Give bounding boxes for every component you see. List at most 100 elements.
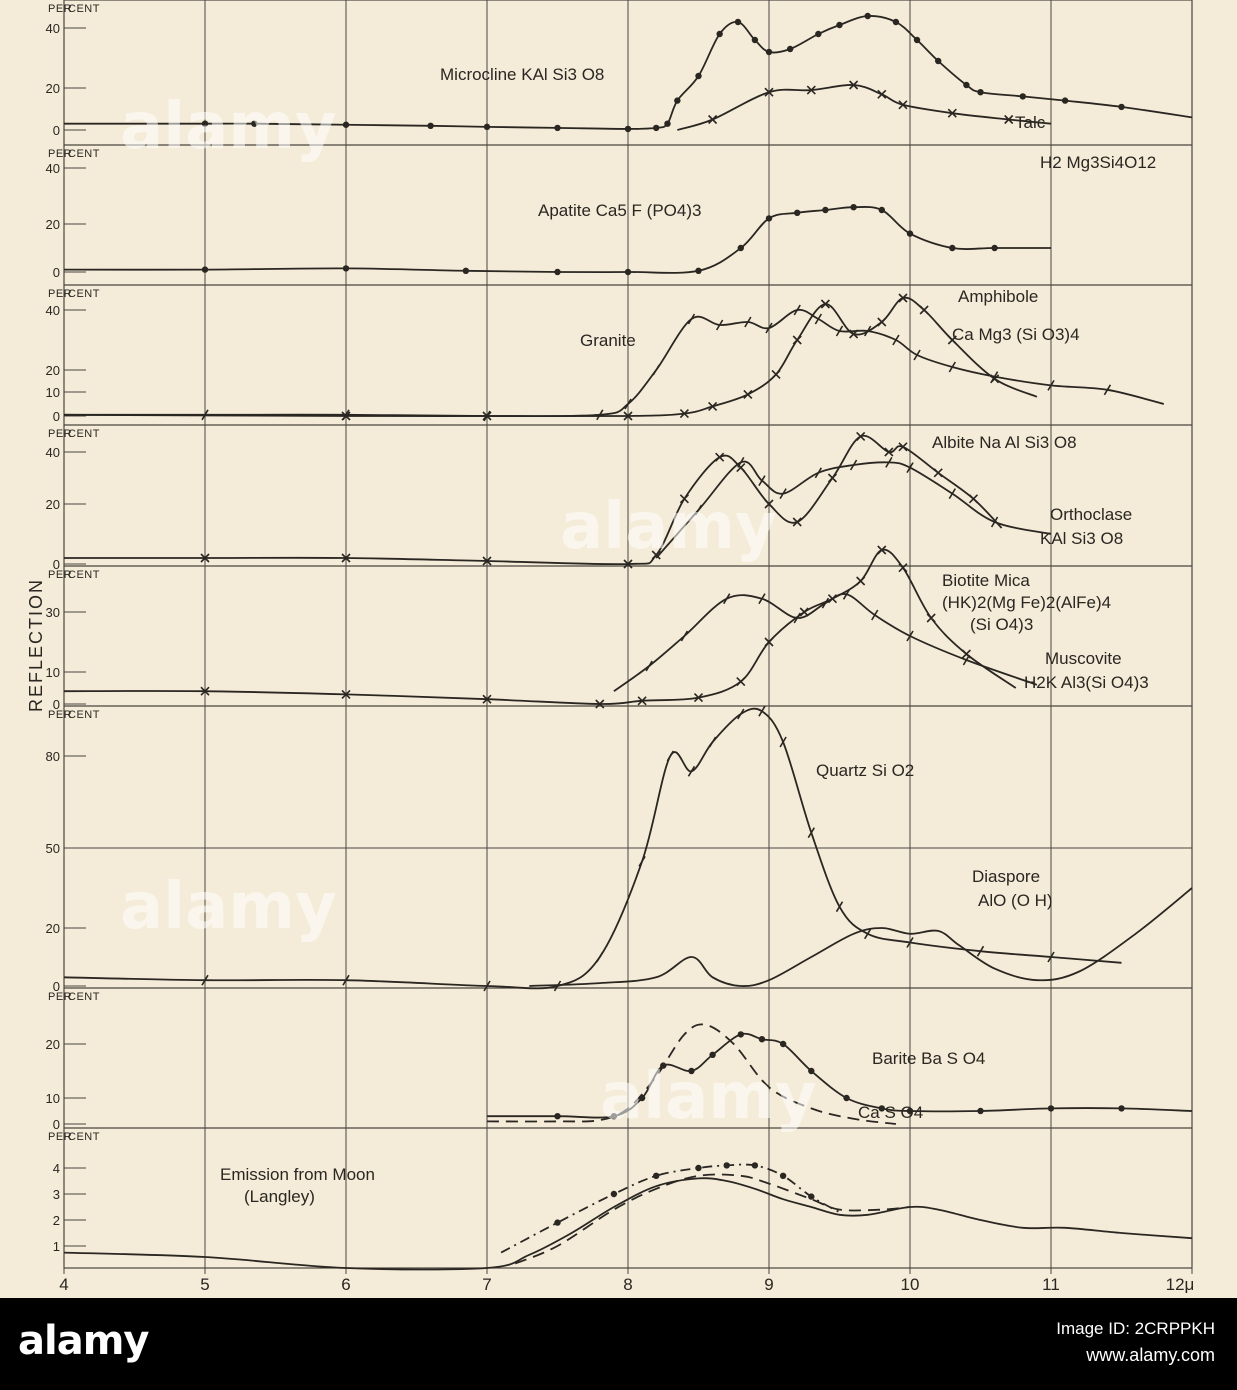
data-point bbox=[695, 72, 702, 80]
data-point bbox=[651, 550, 661, 560]
data-point bbox=[850, 204, 857, 211]
data-point bbox=[653, 124, 660, 132]
x-tick-label: 9 bbox=[764, 1275, 773, 1294]
curve-label: H2 Mg3Si4O12 bbox=[1040, 153, 1156, 172]
unit-label: PER bbox=[48, 428, 72, 440]
y-tick-label: 30 bbox=[46, 605, 60, 620]
unit-label: CENT bbox=[68, 428, 100, 440]
y-tick-label: 40 bbox=[46, 303, 60, 318]
y-tick-label: 20 bbox=[46, 497, 60, 512]
x-tick-label: 5 bbox=[200, 1275, 209, 1294]
y-tick-label: 2 bbox=[53, 1213, 60, 1228]
unit-label: PER bbox=[48, 991, 72, 1003]
data-point bbox=[687, 765, 696, 777]
curve-label: Apatite Ca5 F (PO4)3 bbox=[538, 201, 701, 220]
curve-label: Barite Ba S O4 bbox=[872, 1049, 985, 1068]
y-tick-label: 40 bbox=[46, 161, 60, 176]
data-point bbox=[849, 459, 858, 471]
unit-label: CENT bbox=[68, 569, 100, 581]
series-line bbox=[613, 593, 1038, 692]
data-point bbox=[623, 559, 633, 569]
curve-label: Emission from Moon bbox=[220, 1165, 375, 1184]
data-point bbox=[758, 1036, 766, 1043]
data-point bbox=[596, 409, 604, 421]
series-line bbox=[655, 460, 1052, 559]
curve-label: Quartz Si O2 bbox=[816, 761, 914, 780]
data-point bbox=[341, 411, 351, 421]
data-point bbox=[933, 468, 943, 478]
data-point bbox=[744, 316, 752, 328]
y-tick-label: 10 bbox=[46, 385, 60, 400]
data-point bbox=[624, 125, 632, 133]
data-point bbox=[885, 456, 893, 468]
data-point bbox=[892, 334, 900, 346]
watermark-info: Image ID: 2CRPPKH www.alamy.com bbox=[720, 1316, 1215, 1368]
data-point bbox=[977, 1107, 984, 1115]
data-point bbox=[482, 411, 492, 421]
data-point bbox=[827, 473, 838, 483]
data-point bbox=[1118, 1105, 1125, 1112]
data-point bbox=[715, 319, 724, 331]
data-point bbox=[906, 630, 914, 642]
data-point bbox=[743, 389, 753, 399]
curve-label: Diaspore bbox=[972, 867, 1040, 886]
series-line bbox=[677, 84, 1052, 131]
data-point bbox=[758, 593, 766, 605]
x-tick-label: 10 bbox=[901, 1275, 920, 1294]
data-point bbox=[977, 89, 984, 96]
y-tick-label: 0 bbox=[53, 265, 60, 280]
data-point bbox=[554, 1113, 561, 1120]
data-point bbox=[693, 693, 704, 703]
data-point bbox=[716, 30, 723, 38]
y-tick-label: 20 bbox=[46, 81, 60, 96]
data-point bbox=[610, 1113, 618, 1120]
data-point bbox=[483, 123, 491, 131]
data-point bbox=[708, 736, 717, 748]
data-point bbox=[906, 1107, 914, 1115]
data-point bbox=[764, 637, 774, 647]
x-tick-label: 4 bbox=[59, 1275, 68, 1294]
data-point bbox=[200, 553, 210, 563]
y-tick-label: 0 bbox=[53, 557, 60, 572]
data-point bbox=[342, 265, 350, 272]
curve-label: KAl Si3 O8 bbox=[1040, 529, 1123, 548]
data-point bbox=[715, 452, 725, 462]
y-tick-label: 0 bbox=[53, 123, 60, 138]
data-point bbox=[871, 609, 879, 621]
y-tick-label: 80 bbox=[46, 749, 60, 764]
data-point bbox=[1103, 384, 1112, 396]
data-point bbox=[751, 36, 759, 44]
data-point bbox=[771, 369, 781, 379]
data-point bbox=[807, 827, 815, 839]
data-point bbox=[926, 613, 936, 623]
data-point bbox=[482, 694, 492, 704]
data-point bbox=[820, 299, 830, 309]
data-point bbox=[554, 1219, 561, 1226]
curve-label: Microcline KAl Si3 O8 bbox=[440, 65, 604, 84]
data-point bbox=[898, 563, 908, 573]
curve-label: Ca S O4 bbox=[858, 1103, 923, 1122]
curve-label: (HK)2(Mg Fe)2(AlFe)4 bbox=[942, 593, 1111, 612]
data-point bbox=[822, 206, 829, 214]
series-line bbox=[486, 1032, 1193, 1119]
data-point bbox=[906, 937, 914, 948]
y-tick-label: 10 bbox=[46, 1091, 60, 1106]
data-point bbox=[201, 120, 209, 127]
series-line bbox=[486, 1023, 897, 1125]
data-point bbox=[341, 553, 351, 563]
curve-label: (Si O4)3 bbox=[970, 615, 1033, 634]
y-tick-label: 40 bbox=[46, 445, 60, 460]
data-point bbox=[462, 267, 470, 274]
data-point bbox=[483, 980, 491, 992]
data-point bbox=[765, 215, 773, 222]
data-point bbox=[864, 12, 871, 20]
data-point bbox=[779, 1172, 787, 1180]
unit-label: CENT bbox=[68, 3, 100, 15]
unit-label: CENT bbox=[68, 148, 100, 160]
data-point bbox=[948, 488, 956, 500]
data-point bbox=[652, 364, 660, 376]
x-tick-label: 12μ bbox=[1166, 1275, 1195, 1294]
reflection-chart: 4 5 6 7 8 9 10 11 12μREFLECTIONPERCENT40200PERCE… bbox=[26, 0, 1195, 1294]
data-point bbox=[553, 980, 562, 992]
data-point bbox=[624, 268, 632, 276]
